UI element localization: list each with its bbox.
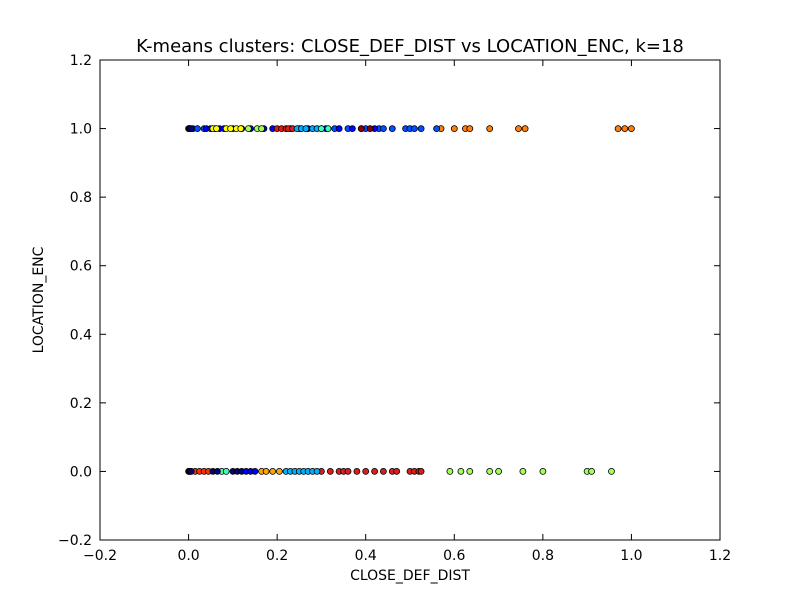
data-point xyxy=(515,125,522,133)
data-point xyxy=(457,467,465,475)
x-tick-label: 1.2 xyxy=(709,548,731,564)
data-points xyxy=(185,125,635,475)
data-point xyxy=(366,125,374,133)
data-point xyxy=(353,467,361,475)
data-point xyxy=(302,125,310,133)
data-point xyxy=(608,467,615,475)
data-point xyxy=(486,125,494,133)
x-tick-label: 0.6 xyxy=(443,548,465,564)
data-point xyxy=(193,125,201,133)
data-point xyxy=(262,467,270,475)
y-tick-label: 0.8 xyxy=(70,190,92,206)
plot-area xyxy=(99,59,721,541)
y-tick-label: 1.2 xyxy=(70,53,92,69)
y-tick-label: −0.2 xyxy=(58,533,92,549)
data-point xyxy=(187,125,195,133)
data-point xyxy=(519,467,527,475)
x-tick-label: −0.2 xyxy=(83,548,117,564)
data-point xyxy=(417,125,425,133)
x-tick-label: 0.8 xyxy=(532,548,554,564)
data-point xyxy=(393,467,401,475)
x-axis-label: CLOSE_DEF_DIST xyxy=(350,568,470,584)
data-point xyxy=(187,467,195,475)
data-point xyxy=(371,467,379,475)
axis-ticks: −0.2 0.0 0.2 0.4 0.6 0.8 1.0 1.2 −0.2 0.0 0.2 0.4 0.… xyxy=(58,53,731,564)
data-point xyxy=(495,467,503,475)
data-point xyxy=(251,467,259,475)
data-point xyxy=(433,125,441,133)
data-point xyxy=(450,125,458,133)
data-point xyxy=(446,467,454,475)
data-point xyxy=(588,467,595,475)
y-tick-label: 0.4 xyxy=(70,327,92,343)
data-point xyxy=(326,467,334,475)
data-point xyxy=(344,467,352,475)
data-point xyxy=(237,125,245,133)
data-point xyxy=(317,125,325,133)
data-point xyxy=(362,467,370,475)
x-tick-label: 0.4 xyxy=(355,548,377,564)
y-tick-label: 0.2 xyxy=(70,396,92,412)
data-point xyxy=(213,467,221,475)
y-tick-label: 1.0 xyxy=(70,122,92,138)
data-point xyxy=(275,467,283,475)
data-point xyxy=(379,467,387,475)
y-axis-label: LOCATION_ENC xyxy=(31,246,47,353)
data-point xyxy=(313,467,321,475)
data-point xyxy=(348,125,356,133)
data-point xyxy=(466,467,474,475)
data-point xyxy=(357,125,365,133)
data-point xyxy=(379,125,387,133)
x-tick-label: 0.2 xyxy=(266,548,288,564)
data-point xyxy=(521,125,529,133)
data-point xyxy=(628,125,635,133)
data-point xyxy=(213,125,220,133)
x-tick-label: 1.0 xyxy=(620,548,642,564)
data-point xyxy=(222,467,230,475)
data-point xyxy=(486,467,494,475)
x-tick-label: 0.0 xyxy=(177,548,199,564)
data-point xyxy=(466,125,474,133)
data-point xyxy=(258,125,266,133)
data-point xyxy=(269,467,277,475)
y-tick-label: 0.6 xyxy=(70,259,92,275)
data-point xyxy=(388,125,396,133)
chart-title: K-means clusters: CLOSE_DEF_DIST vs LOCA… xyxy=(136,36,684,57)
data-point xyxy=(417,467,425,475)
data-point xyxy=(614,125,622,133)
data-point xyxy=(539,467,547,475)
y-tick-label: 0.0 xyxy=(70,464,92,480)
data-point xyxy=(324,125,332,133)
data-point xyxy=(244,125,252,133)
data-point xyxy=(621,125,629,133)
data-point xyxy=(410,125,418,133)
data-point xyxy=(335,125,343,133)
data-point xyxy=(227,125,235,133)
